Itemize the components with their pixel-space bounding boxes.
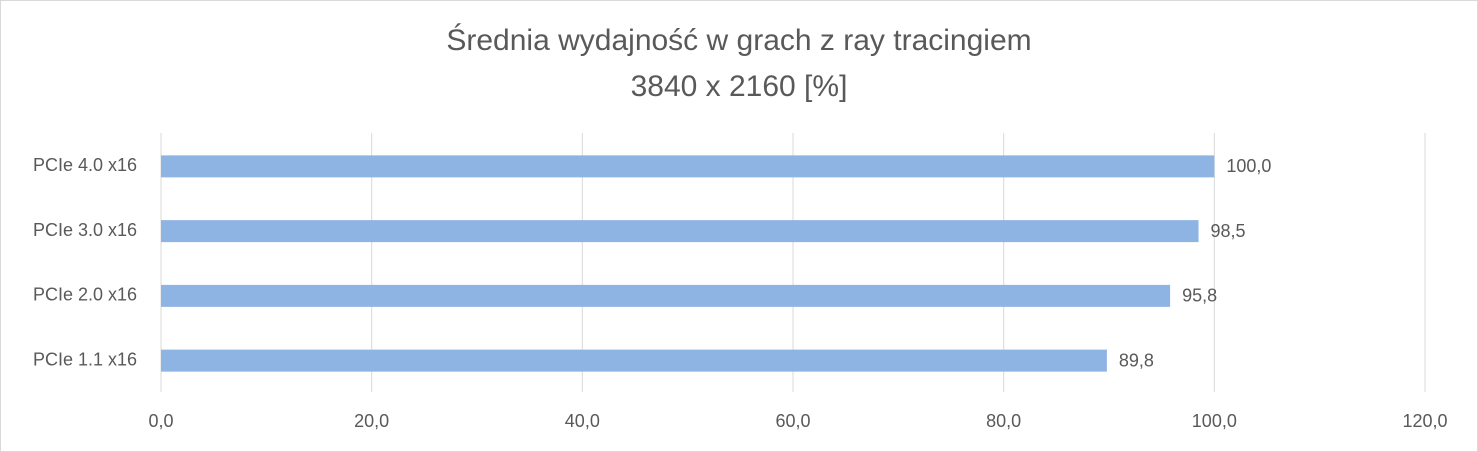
x-tick-label: 100,0 [1192, 411, 1237, 431]
x-tick-label: 60,0 [775, 411, 810, 431]
x-tick-label: 40,0 [565, 411, 600, 431]
value-label: 98,5 [1211, 221, 1246, 241]
value-label: 89,8 [1119, 350, 1154, 370]
x-tick-label: 0,0 [148, 411, 173, 431]
chart-subtitle: 3840 x 2160 [%] [631, 70, 848, 103]
bar [161, 155, 1215, 178]
chart-title: Średnia wydajność w grach z ray tracingi… [446, 23, 1031, 57]
bar [161, 220, 1199, 243]
value-label: 100,0 [1226, 156, 1271, 176]
y-tick-label: PCIe 2.0 x16 [33, 285, 137, 305]
value-label: 95,8 [1182, 286, 1217, 306]
x-tick-label: 80,0 [986, 411, 1021, 431]
x-tick-label: 20,0 [354, 411, 389, 431]
x-tick-label: 120,0 [1402, 411, 1447, 431]
y-tick-label: PCIe 3.0 x16 [33, 220, 137, 240]
bar [161, 284, 1171, 307]
y-tick-label: PCIe 1.1 x16 [33, 349, 137, 369]
y-tick-label: PCIe 4.0 x16 [33, 155, 137, 175]
bar [161, 349, 1107, 372]
